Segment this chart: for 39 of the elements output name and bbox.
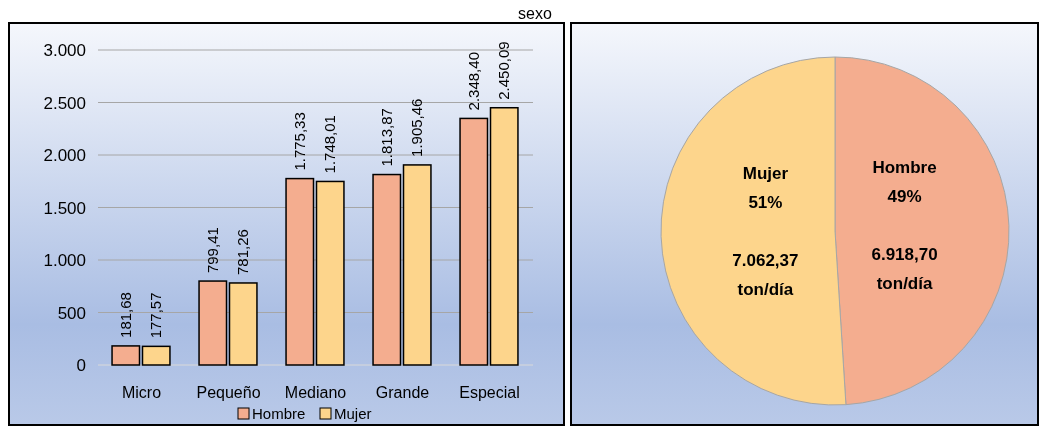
data-label: 1.748,01 bbox=[321, 115, 339, 174]
x-tick-label: Pequeño bbox=[196, 384, 261, 401]
bar bbox=[489, 106, 519, 366]
bar bbox=[459, 117, 489, 366]
data-label: 799,41 bbox=[203, 227, 221, 274]
y-tick-label: 500 bbox=[57, 303, 86, 323]
bar bbox=[111, 345, 141, 366]
bar bbox=[402, 164, 432, 366]
data-label: 2.348,40 bbox=[464, 52, 482, 111]
bar bbox=[228, 282, 258, 366]
x-tick-label: Mediano bbox=[284, 384, 347, 401]
data-label: 181,68 bbox=[116, 292, 134, 338]
data-label: 177,57 bbox=[147, 292, 165, 339]
y-tick-label: 0 bbox=[76, 356, 86, 375]
data-label: 1.775,33 bbox=[290, 112, 308, 171]
bar bbox=[198, 280, 228, 366]
bar bbox=[372, 173, 402, 366]
y-tick-label: 2.500 bbox=[43, 93, 86, 113]
x-tick-label: Micro bbox=[121, 384, 162, 401]
legend-label: Hombre bbox=[252, 405, 306, 422]
data-label: 1.813,87 bbox=[377, 108, 395, 167]
bar bbox=[315, 180, 345, 366]
legend-label: Mujer bbox=[334, 405, 372, 422]
slice-label: Mujer bbox=[742, 163, 789, 183]
slice-label: Hombre bbox=[872, 158, 937, 178]
y-tick-label: 2.000 bbox=[43, 146, 86, 165]
y-tick-label: 1.000 bbox=[43, 251, 86, 270]
bar bbox=[141, 345, 171, 366]
y-tick-label: 1.500 bbox=[43, 198, 86, 218]
x-tick-label: Especial bbox=[459, 384, 520, 401]
data-label: 2.450,09 bbox=[495, 41, 513, 100]
data-label: 781,26 bbox=[234, 229, 252, 275]
data-label: 1.905,46 bbox=[408, 98, 426, 157]
y-tick-label: 3.000 bbox=[43, 41, 86, 60]
bar bbox=[285, 177, 315, 366]
text: 49% 6.918,70 ton/día bbox=[871, 187, 938, 294]
text: 51% 7.062,37 ton/día bbox=[732, 192, 799, 299]
x-tick-label: Grande bbox=[375, 384, 430, 401]
chart-title: sexo bbox=[518, 5, 552, 22]
